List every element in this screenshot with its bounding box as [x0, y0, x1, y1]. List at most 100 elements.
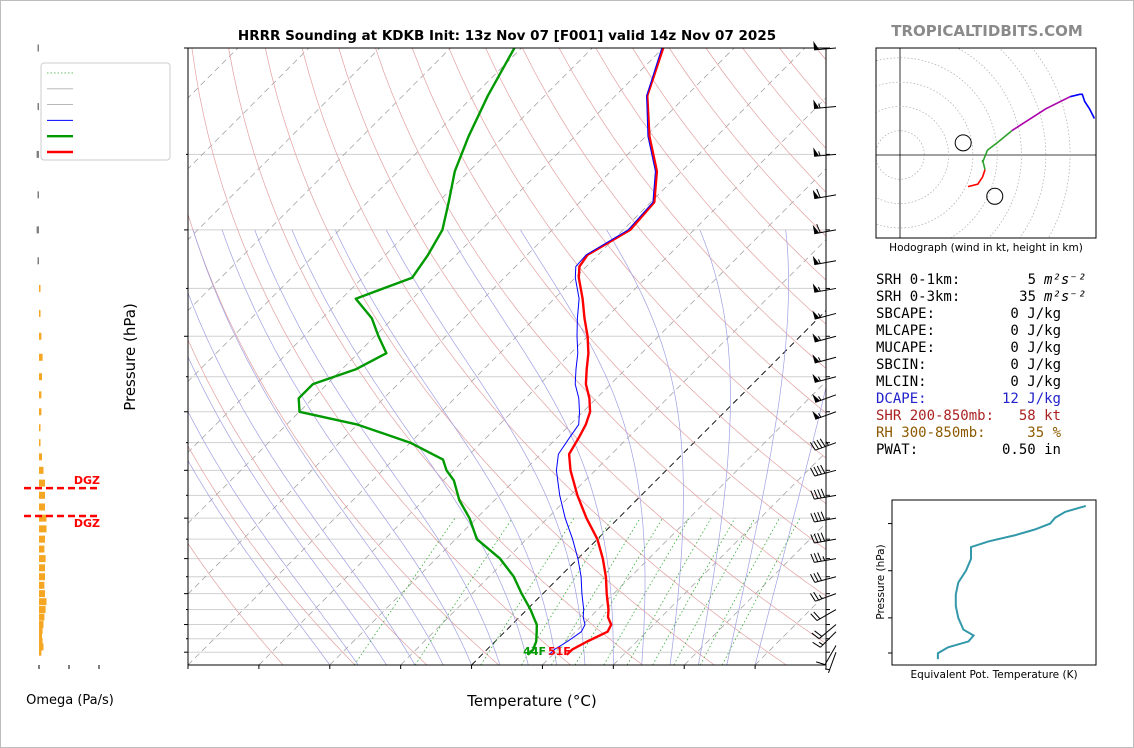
barb-staff — [815, 411, 837, 420]
wind-barb — [816, 645, 837, 666]
mixing-ratio-line — [652, 517, 736, 665]
hodograph-ring — [1031, 48, 1071, 238]
omega-bar — [39, 648, 42, 656]
barb-staff — [824, 645, 837, 665]
wind-barb — [813, 40, 837, 51]
index-label: DCAPE: — [876, 391, 927, 407]
barb-staff — [814, 153, 837, 157]
barb-full — [820, 511, 826, 521]
index-label: SBCIN: — [876, 357, 927, 373]
omega-bar — [39, 424, 41, 432]
barb-full — [813, 512, 819, 522]
wind-barb — [810, 464, 837, 477]
barb-full — [816, 465, 822, 475]
barb-flag — [812, 310, 820, 320]
moist-adiabat — [254, 229, 501, 665]
omega-bar — [39, 503, 45, 511]
barb-full — [813, 611, 821, 620]
hodograph-frame — [875, 47, 1097, 239]
surface-dewpoint-label: 44F — [523, 645, 546, 658]
barb-flag — [812, 283, 820, 293]
moist-adiabat — [188, 355, 387, 665]
wind-barb — [825, 652, 837, 674]
barb-full — [813, 553, 819, 563]
wind-barb — [812, 393, 837, 403]
index-row: SRH 0-1km: 5 m²s⁻² — [876, 272, 1126, 289]
index-value: 58 kt — [1018, 408, 1061, 424]
omega-bar — [39, 284, 41, 292]
index-label: SRH 0-3km: — [876, 289, 961, 305]
moist-adiabat — [188, 459, 331, 665]
hodograph-ring — [998, 48, 1047, 238]
zero-isotherm — [471, 309, 826, 665]
barb-full — [813, 440, 820, 450]
dry-adiabat — [301, 48, 787, 665]
barb-full — [817, 533, 822, 542]
barb-flag — [812, 354, 820, 363]
wind-barb — [810, 511, 837, 523]
moist-adiabat — [520, 229, 646, 665]
wind-barbs — [809, 40, 837, 674]
mixing-ratio-line — [673, 517, 756, 665]
moist-adiabat — [334, 229, 557, 665]
omega-bar — [39, 545, 45, 553]
moist-adiabat — [221, 229, 472, 665]
wind-barb — [812, 410, 837, 420]
barb-staff — [815, 442, 837, 451]
barb-full — [814, 630, 823, 637]
moist-adiabat — [754, 385, 826, 665]
barb-half — [818, 103, 821, 109]
barb-half — [825, 441, 829, 446]
index-value: 0.50 in — [1001, 442, 1061, 458]
omega-bar — [39, 564, 45, 572]
omega-bar — [39, 613, 45, 621]
index-value: 0 J/kg — [1010, 323, 1061, 339]
barb-staff — [814, 558, 837, 563]
hodograph-segment — [1069, 93, 1096, 119]
omega-bar — [39, 621, 44, 629]
barb-full — [813, 489, 819, 499]
index-label: PWAT: — [876, 442, 919, 458]
hodograph-ring — [876, 57, 998, 238]
mixing-ratio-line — [574, 517, 663, 665]
index-row: SBCAPE: 0 J/kg — [876, 306, 1126, 323]
barb-staff — [815, 593, 837, 602]
barb-full — [816, 439, 823, 449]
omega-bar — [37, 44, 39, 52]
dry-adiabat — [188, 338, 428, 665]
barb-full — [813, 573, 819, 582]
index-label: MLCIN: — [876, 374, 927, 390]
indices-table: SRH 0-1km: 5 m²s⁻² SRH 0-3km: 35 m²s⁻² SBCAPE:… — [876, 272, 1126, 472]
moist-adiabat — [188, 291, 416, 665]
omega-bar — [39, 626, 43, 634]
index-row: SBCIN: 0 J/kg — [876, 357, 1126, 374]
moist-adiabat — [188, 410, 359, 665]
index-value: 12 J/kg — [1001, 391, 1061, 407]
index-label: SRH 0-1km: — [876, 272, 961, 288]
omega-bar — [37, 191, 39, 199]
barb-half — [818, 259, 821, 264]
barb-full — [816, 661, 826, 666]
wind-barb — [810, 532, 837, 544]
hodograph-ring — [876, 130, 925, 180]
barb-flag — [812, 333, 820, 342]
barb-full — [817, 489, 822, 499]
moist-adiabat — [726, 229, 789, 665]
index-label: SBCAPE: — [876, 306, 936, 322]
barb-flag — [812, 393, 821, 403]
dry-adiabat — [191, 48, 571, 665]
hodograph-segment — [1011, 95, 1071, 132]
barb-flag — [812, 224, 820, 234]
barb-full — [820, 464, 826, 474]
mixing-ratio-line — [626, 517, 712, 665]
index-unit: m²s⁻² — [1044, 272, 1087, 288]
skewt-ticks — [184, 47, 830, 669]
brand-watermark: TROPICALTIDBITS.COM — [891, 22, 1083, 40]
omega-bar — [39, 590, 45, 598]
barb-full — [810, 613, 818, 621]
mixing-ratio-line — [414, 517, 513, 665]
isotherm-line — [329, 168, 826, 665]
hodograph-ring — [876, 106, 949, 204]
index-row: SRH 0-3km: 35 m²s⁻² — [876, 289, 1126, 306]
theta-e-panel — [888, 504, 1087, 660]
